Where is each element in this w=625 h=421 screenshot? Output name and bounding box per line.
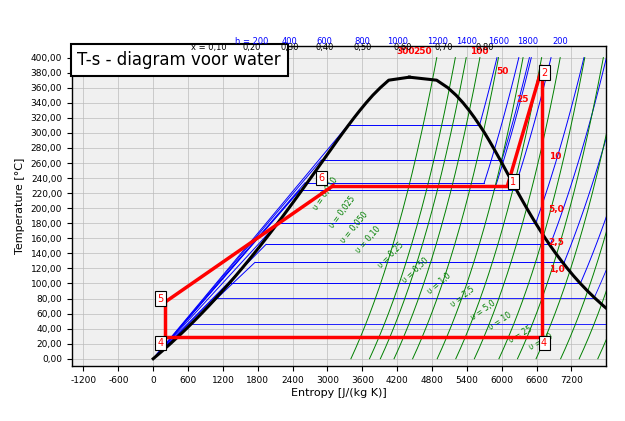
Text: 2: 2 <box>541 68 548 77</box>
Text: υ = 0,025: υ = 0,025 <box>328 195 357 229</box>
Text: 400: 400 <box>282 37 298 46</box>
Text: 1200: 1200 <box>428 37 448 46</box>
Text: υ = 0,50: υ = 0,50 <box>400 256 430 284</box>
Text: υ = 10: υ = 10 <box>487 310 513 332</box>
Text: 0,70: 0,70 <box>434 43 453 52</box>
Text: 1800: 1800 <box>518 37 538 46</box>
Text: 1,0: 1,0 <box>549 265 564 274</box>
Text: υ = 0,050: υ = 0,050 <box>339 210 370 244</box>
Text: 100: 100 <box>471 47 489 56</box>
Y-axis label: Temperature [°C]: Temperature [°C] <box>15 158 25 254</box>
Text: 4: 4 <box>541 338 547 348</box>
Text: 10: 10 <box>549 152 561 162</box>
Text: 200: 200 <box>552 37 568 46</box>
Text: υ = 0,10: υ = 0,10 <box>354 225 382 255</box>
Text: υ = 25: υ = 25 <box>508 325 534 345</box>
Text: h = 200: h = 200 <box>235 37 269 46</box>
Text: υ = 2,5: υ = 2,5 <box>449 285 477 309</box>
Text: 0,60: 0,60 <box>394 43 412 52</box>
Text: 50: 50 <box>497 67 509 77</box>
Text: 25: 25 <box>516 95 528 104</box>
Text: 1400: 1400 <box>456 37 478 46</box>
Text: 5,0: 5,0 <box>549 205 564 214</box>
Text: 0,50: 0,50 <box>353 43 371 52</box>
Text: 300: 300 <box>396 47 414 56</box>
Text: 800: 800 <box>354 37 370 46</box>
Text: 250: 250 <box>413 47 432 56</box>
Text: 2,5: 2,5 <box>549 237 564 247</box>
Text: 600: 600 <box>317 37 332 46</box>
Text: υ = 5,0: υ = 5,0 <box>470 298 498 321</box>
Text: 6: 6 <box>319 173 325 183</box>
Text: 0,30: 0,30 <box>281 43 299 52</box>
Text: υ = 1,0: υ = 1,0 <box>426 271 453 296</box>
Text: 1: 1 <box>510 177 516 187</box>
Text: x = 0,10: x = 0,10 <box>191 43 226 52</box>
Text: T-s - diagram voor water: T-s - diagram voor water <box>78 51 281 69</box>
Text: υ = 0,010: υ = 0,010 <box>311 175 339 211</box>
Text: υ = 50: υ = 50 <box>528 332 554 352</box>
Text: 0,80: 0,80 <box>475 43 494 52</box>
Text: 0,40: 0,40 <box>316 43 334 52</box>
Text: 1000: 1000 <box>387 37 408 46</box>
Text: 1600: 1600 <box>488 37 509 46</box>
Text: 0,20: 0,20 <box>242 43 261 52</box>
X-axis label: Entropy [J/(kg K)]: Entropy [J/(kg K)] <box>291 388 387 398</box>
Text: 5: 5 <box>157 293 163 304</box>
Text: υ = 0,25: υ = 0,25 <box>377 240 406 269</box>
Text: 4: 4 <box>157 338 163 348</box>
